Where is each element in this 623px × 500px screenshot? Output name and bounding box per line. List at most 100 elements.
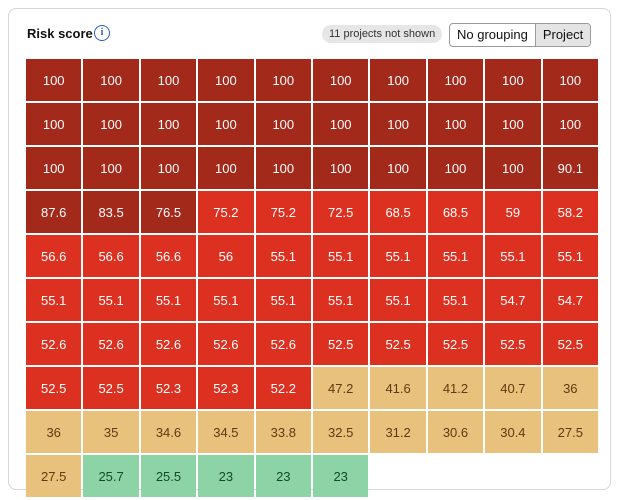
heat-cell[interactable]: 100: [370, 59, 426, 101]
heat-cell[interactable]: 52.5: [427, 323, 484, 365]
heat-cell[interactable]: 55.1: [427, 235, 484, 277]
heat-cell[interactable]: 34.6: [140, 411, 197, 453]
heat-cell[interactable]: 27.5: [26, 455, 82, 497]
heat-cell[interactable]: 32.5: [313, 411, 369, 453]
heat-cell[interactable]: 100: [198, 59, 254, 101]
heat-cell[interactable]: 100: [313, 103, 369, 145]
heat-cell[interactable]: 87.6: [26, 191, 82, 233]
heat-cell[interactable]: 100: [485, 103, 541, 145]
heat-cell[interactable]: 23: [255, 455, 311, 497]
heat-cell[interactable]: 55.1: [140, 279, 197, 321]
heat-cell[interactable]: 100: [26, 59, 82, 101]
heat-cell[interactable]: 35: [83, 411, 139, 453]
heat-cell[interactable]: 55.1: [542, 235, 598, 277]
heat-cell[interactable]: 56.6: [83, 235, 139, 277]
heat-cell[interactable]: 100: [542, 103, 598, 145]
heat-cell[interactable]: 52.3: [140, 367, 197, 409]
heat-cell[interactable]: 54.7: [485, 279, 541, 321]
heat-cell[interactable]: 56: [198, 235, 254, 277]
heat-cell[interactable]: 100: [83, 59, 139, 101]
heat-cell[interactable]: 55.1: [198, 279, 254, 321]
heat-cell[interactable]: 55.1: [370, 235, 426, 277]
heat-cell[interactable]: 100: [140, 59, 197, 101]
heat-cell[interactable]: 100: [26, 147, 82, 189]
heat-cell[interactable]: 58.2: [542, 191, 598, 233]
heat-cell[interactable]: 76.5: [140, 191, 197, 233]
heat-cell[interactable]: 54.7: [542, 279, 598, 321]
heat-cell[interactable]: 36: [26, 411, 82, 453]
info-icon[interactable]: i: [94, 25, 110, 41]
heat-cell[interactable]: 55.1: [427, 279, 484, 321]
heat-cell[interactable]: 23: [198, 455, 254, 497]
heat-cell[interactable]: 100: [255, 59, 311, 101]
heat-cell[interactable]: 100: [370, 147, 426, 189]
heat-cell[interactable]: 100: [427, 59, 484, 101]
heat-cell[interactable]: 55.1: [485, 235, 541, 277]
heat-cell[interactable]: 52.6: [198, 323, 254, 365]
heat-cell[interactable]: 25.7: [83, 455, 139, 497]
heat-cell[interactable]: 100: [198, 147, 254, 189]
heat-cell[interactable]: 72.5: [313, 191, 369, 233]
heat-cell[interactable]: 30.4: [485, 411, 541, 453]
heat-cell[interactable]: 55.1: [26, 279, 82, 321]
heat-cell[interactable]: 68.5: [427, 191, 484, 233]
heat-cell[interactable]: 75.2: [255, 191, 311, 233]
heat-cell[interactable]: 52.2: [255, 367, 311, 409]
heat-cell[interactable]: 23: [313, 455, 369, 497]
heat-cell[interactable]: 52.5: [485, 323, 541, 365]
heat-cell[interactable]: 30.6: [427, 411, 484, 453]
toggle-button[interactable]: Project: [534, 24, 591, 46]
heat-cell[interactable]: 52.5: [542, 323, 598, 365]
heat-cell[interactable]: 52.5: [370, 323, 426, 365]
heat-cell[interactable]: 100: [83, 103, 139, 145]
heat-cell[interactable]: 52.3: [198, 367, 254, 409]
heat-cell[interactable]: 52.5: [313, 323, 369, 365]
heat-cell[interactable]: 55.1: [313, 279, 369, 321]
heat-cell[interactable]: 40.7: [485, 367, 541, 409]
heat-cell[interactable]: 34.5: [198, 411, 254, 453]
heat-cell[interactable]: 31.2: [370, 411, 426, 453]
heat-cell[interactable]: 52.5: [83, 367, 139, 409]
heat-cell[interactable]: 90.1: [542, 147, 598, 189]
heat-cell[interactable]: 55.1: [83, 279, 139, 321]
heat-cell[interactable]: 100: [427, 103, 484, 145]
heat-cell[interactable]: 59: [485, 191, 541, 233]
heat-cell[interactable]: 83.5: [83, 191, 139, 233]
heat-cell[interactable]: 41.6: [370, 367, 426, 409]
heat-cell[interactable]: 75.2: [198, 191, 254, 233]
heat-cell[interactable]: 56.6: [140, 235, 197, 277]
heat-cell[interactable]: 55.1: [255, 279, 311, 321]
heat-cell[interactable]: 100: [255, 103, 311, 145]
heat-cell[interactable]: 52.5: [26, 367, 82, 409]
heat-cell[interactable]: 100: [83, 147, 139, 189]
heat-cell[interactable]: 25.5: [140, 455, 197, 497]
heat-cell[interactable]: 52.6: [83, 323, 139, 365]
heat-cell[interactable]: 100: [140, 147, 197, 189]
heat-cell[interactable]: 33.8: [255, 411, 311, 453]
heat-cell[interactable]: 55.1: [313, 235, 369, 277]
badge: 11 projects not shown: [322, 25, 443, 43]
heat-cell[interactable]: 100: [370, 103, 426, 145]
heat-cell[interactable]: 100: [427, 147, 484, 189]
heat-cell[interactable]: 55.1: [370, 279, 426, 321]
heat-cell[interactable]: 100: [542, 59, 598, 101]
heat-cell[interactable]: 52.6: [140, 323, 197, 365]
heat-cell[interactable]: 27.5: [542, 411, 598, 453]
heat-cell[interactable]: 47.2: [313, 367, 369, 409]
heat-cell[interactable]: 100: [140, 103, 197, 145]
heat-cell[interactable]: 41.2: [427, 367, 484, 409]
heat-cell[interactable]: 52.6: [255, 323, 311, 365]
heat-cell[interactable]: 56.6: [26, 235, 82, 277]
heat-cell[interactable]: 52.6: [26, 323, 82, 365]
heat-cell[interactable]: 100: [485, 59, 541, 101]
heat-cell[interactable]: 100: [313, 147, 369, 189]
heat-cell[interactable]: 100: [485, 147, 541, 189]
heat-cell[interactable]: 55.1: [255, 235, 311, 277]
heat-cell[interactable]: 68.5: [370, 191, 426, 233]
heat-cell[interactable]: 100: [313, 59, 369, 101]
heat-cell[interactable]: 100: [198, 103, 254, 145]
heat-cell[interactable]: 100: [255, 147, 311, 189]
heat-cell[interactable]: 36: [542, 367, 598, 409]
heat-cell[interactable]: 100: [26, 103, 82, 145]
toggle-button[interactable]: No grouping: [457, 27, 528, 42]
